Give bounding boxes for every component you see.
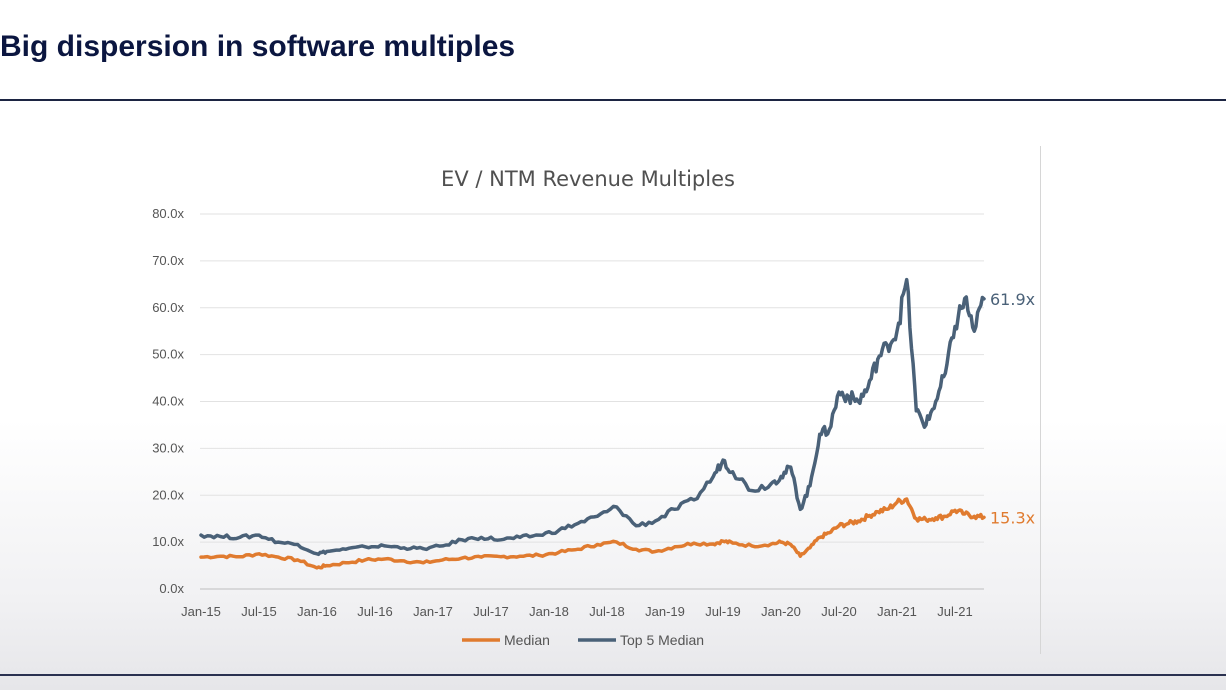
chart-title: EV / NTM Revenue Multiples [441, 167, 735, 191]
top5-median-series-line [199, 277, 986, 557]
y-tick-label: 50.0x [152, 347, 184, 362]
x-tick-label: Jan-21 [877, 604, 917, 619]
x-tick-label: Jul-16 [357, 604, 392, 619]
y-tick-label: 80.0x [152, 206, 184, 221]
legend-label-top5-median: Top 5 Median [620, 632, 704, 648]
chart-frame-edge [1040, 146, 1041, 654]
top5-median-end-label: 61.9x [990, 290, 1035, 309]
slide-title: Big dispersion in software multiples [0, 30, 516, 63]
x-axis-ticks: Jan-15 Jul-15 Jan-16 Jul-16 Jan-17 Jul-17 Jan-… [181, 604, 973, 619]
x-tick-label: Jul-18 [589, 604, 624, 619]
y-tick-label: 30.0x [152, 440, 184, 455]
x-tick-label: Jul-17 [473, 604, 508, 619]
y-axis-ticks: 0.0x 10.0x 20.0x 30.0x 40.0x 50.0x 60.0x 70.0x 8… [152, 206, 184, 596]
footer-divider [0, 674, 1226, 676]
legend-label-median: Median [504, 632, 550, 648]
y-tick-label: 0.0x [159, 581, 184, 596]
median-end-label: 15.3x [990, 508, 1035, 527]
y-tick-label: 10.0x [152, 534, 184, 549]
x-tick-label: Jan-15 [181, 604, 221, 619]
median-series-line [199, 497, 986, 570]
x-tick-label: Jul-19 [705, 604, 740, 619]
x-tick-label: Jul-21 [937, 604, 972, 619]
x-tick-label: Jul-20 [821, 604, 856, 619]
x-tick-label: Jan-17 [413, 604, 453, 619]
x-tick-label: Jul-15 [241, 604, 276, 619]
series-lines [199, 277, 986, 570]
y-tick-label: 40.0x [152, 394, 184, 409]
x-tick-label: Jan-20 [761, 604, 801, 619]
x-tick-label: Jan-18 [529, 604, 569, 619]
end-labels: 15.3x 61.9x [990, 290, 1035, 527]
x-tick-label: Jan-19 [645, 604, 685, 619]
y-tick-label: 60.0x [152, 300, 184, 315]
legend: Median Top 5 Median [462, 632, 704, 648]
y-tick-label: 70.0x [152, 253, 184, 268]
x-tick-label: Jan-16 [297, 604, 337, 619]
y-tick-label: 20.0x [152, 487, 184, 502]
gridlines [200, 213, 984, 590]
title-divider [0, 99, 1226, 101]
